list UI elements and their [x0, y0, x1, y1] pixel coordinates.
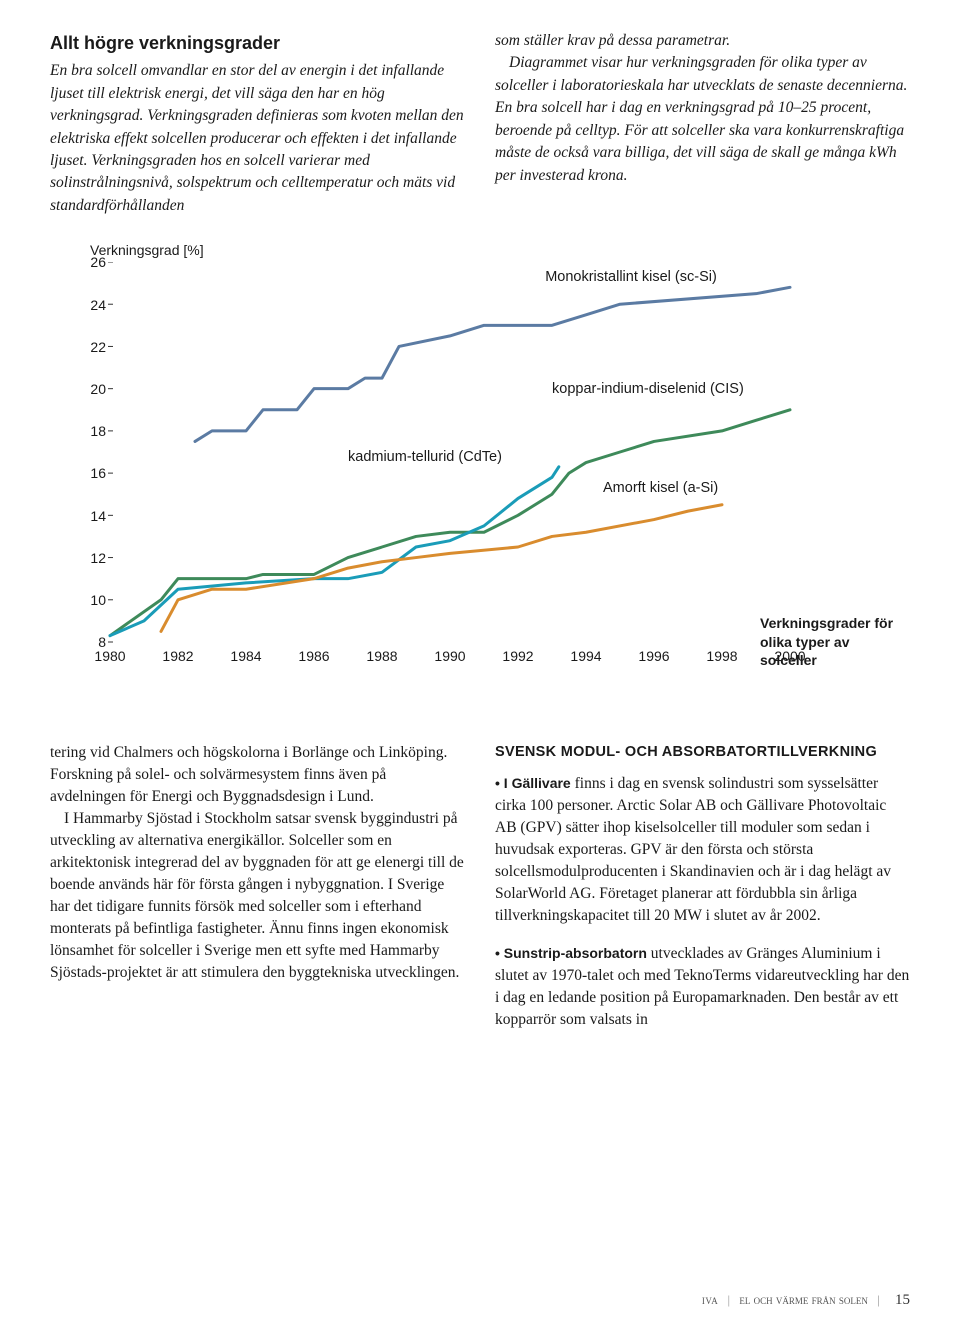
body-left-p1: tering vid Chalmers och högskolorna i Bo…: [50, 742, 465, 808]
footer-title: el och värme från solen: [739, 1292, 868, 1307]
intro-text-right-b: Diagrammet visar hur verkningsgraden för…: [495, 52, 910, 187]
chart-plot-area: 8101214161820222426198019821984198619881…: [70, 262, 790, 672]
body-left-p2: I Hammarby Sjöstad i Stockholm satsar sv…: [50, 808, 465, 984]
page-footer: iva | el och värme från solen | 15: [702, 1292, 910, 1309]
y-axis-title: Verkningsgrad [%]: [90, 242, 910, 258]
bullet-2: • Sunstrip-absorbatorn utvecklades av Gr…: [495, 943, 910, 1031]
intro-col-left: Allt högre verkningsgrader En bra solcel…: [50, 30, 465, 217]
section-heading: SVENSK MODUL- OCH ABSORBATORTILLVERKNING: [495, 742, 910, 763]
intro-heading: Allt högre verkningsgrader: [50, 30, 465, 56]
series-line: [161, 505, 722, 632]
intro-box: Allt högre verkningsgrader En bra solcel…: [50, 30, 910, 217]
bullet-2-lead: • Sunstrip-absorbatorn: [495, 945, 647, 961]
bullet-1-lead: • I Gällivare: [495, 775, 571, 791]
footer-sep-2: |: [877, 1292, 880, 1307]
footer-sep-1: |: [728, 1292, 731, 1307]
intro-text-left: En bra solcell omvandlar en stor del av …: [50, 62, 464, 214]
chart-caption: Verkningsgrader för olika typer av solce…: [760, 614, 910, 671]
footer-iva: iva: [702, 1292, 718, 1307]
body-col-left: tering vid Chalmers och högskolorna i Bo…: [50, 742, 465, 1031]
bullet-1-text: finns i dag en svensk solindustri som sy…: [495, 775, 891, 924]
series-label: koppar-indium-diselenid (CIS): [552, 381, 744, 397]
series-label: Monokristallint kisel (sc-Si): [545, 269, 717, 285]
body-col-right: SVENSK MODUL- OCH ABSORBATORTILLVERKNING…: [495, 742, 910, 1031]
series-label: Amorft kisel (a-Si): [603, 480, 718, 496]
series-line: [110, 467, 559, 636]
intro-text-right-a: som ställer krav på dessa parametrar.: [495, 32, 730, 49]
intro-col-right: som ställer krav på dessa parametrar. Di…: [495, 30, 910, 217]
series-line: [110, 410, 790, 636]
series-line: [195, 288, 790, 442]
bullet-1: • I Gällivare finns i dag en svensk soli…: [495, 773, 910, 927]
efficiency-chart: Verkningsgrad [%] 8101214161820222426198…: [50, 242, 910, 682]
series-label: kadmium-tellurid (CdTe): [348, 449, 502, 465]
footer-page: 15: [895, 1292, 910, 1308]
body-columns: tering vid Chalmers och högskolorna i Bo…: [50, 742, 910, 1031]
